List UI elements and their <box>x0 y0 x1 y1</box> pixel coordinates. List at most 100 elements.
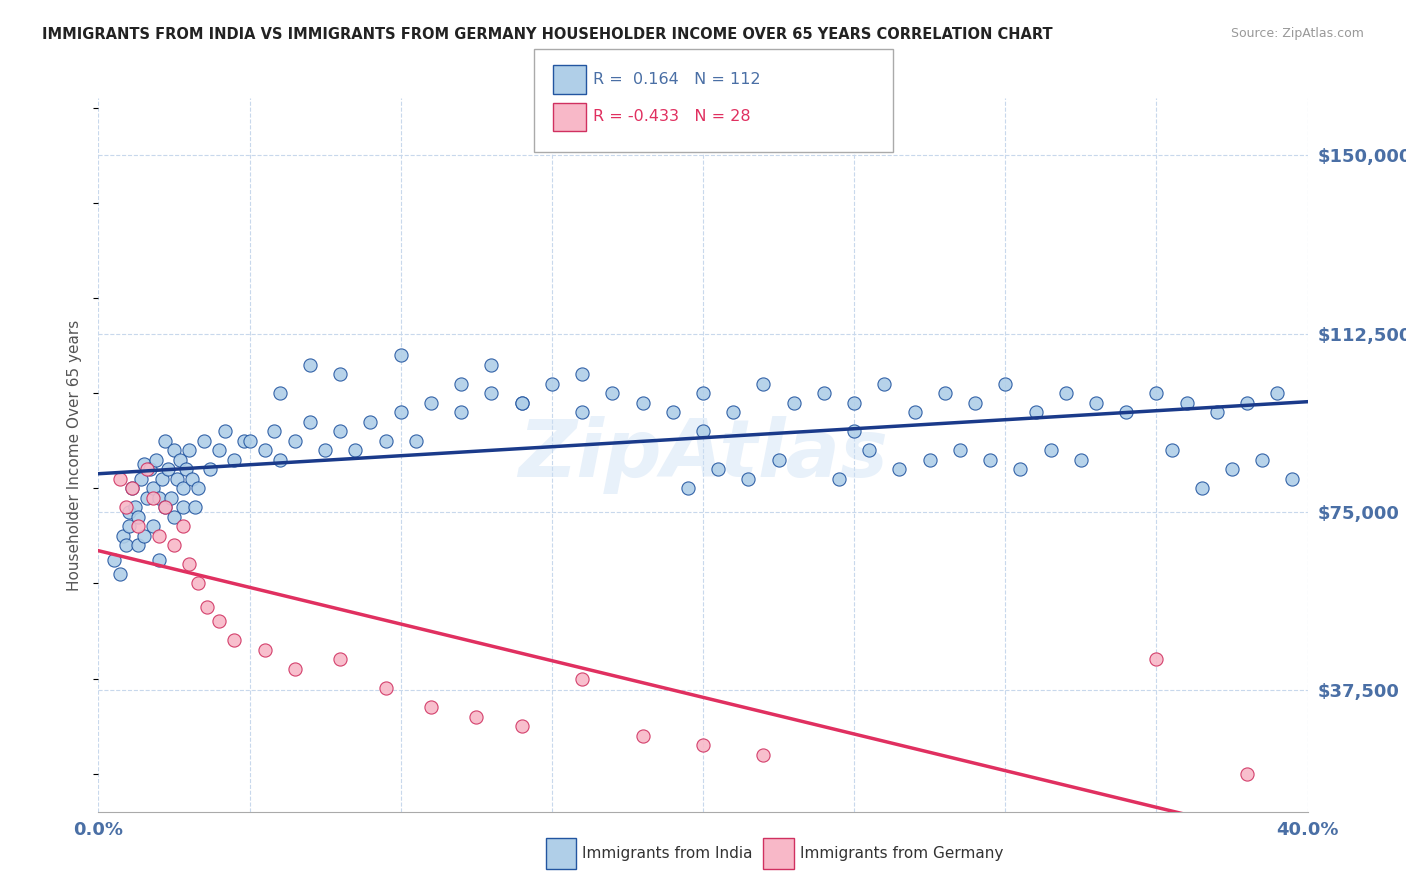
Point <box>121 481 143 495</box>
Point <box>329 652 352 666</box>
Point <box>405 434 427 448</box>
Point <box>135 491 157 505</box>
Point <box>127 509 149 524</box>
Point <box>844 395 866 409</box>
Text: Source: ZipAtlas.com: Source: ZipAtlas.com <box>1230 27 1364 40</box>
Point <box>299 358 322 372</box>
Point <box>208 443 231 458</box>
Text: Immigrants from Germany: Immigrants from Germany <box>800 847 1004 861</box>
Point <box>163 538 186 552</box>
Point <box>172 519 194 533</box>
Point <box>187 576 209 591</box>
Point <box>631 395 654 409</box>
Point <box>510 719 533 733</box>
Point <box>329 424 352 438</box>
Point <box>1115 405 1137 419</box>
Point <box>389 348 412 362</box>
Point <box>1251 452 1274 467</box>
Point <box>737 472 759 486</box>
Point <box>193 434 215 448</box>
Text: R = -0.433   N = 28: R = -0.433 N = 28 <box>593 110 751 124</box>
Point <box>692 386 714 401</box>
Point <box>208 615 231 629</box>
Point <box>481 358 503 372</box>
Point <box>374 434 396 448</box>
Point <box>284 434 307 448</box>
Point <box>723 405 745 419</box>
Point <box>360 415 382 429</box>
Text: ZipAtlas: ZipAtlas <box>517 416 889 494</box>
Point <box>662 405 685 419</box>
Point <box>1144 386 1167 401</box>
Point <box>1236 766 1258 780</box>
Point <box>121 481 143 495</box>
Point <box>1281 472 1303 486</box>
Point <box>994 376 1017 391</box>
Point <box>114 500 136 515</box>
Point <box>1070 452 1092 467</box>
Point <box>132 529 155 543</box>
Point <box>103 552 125 566</box>
Point <box>269 386 291 401</box>
Point <box>142 519 165 533</box>
Point <box>239 434 262 448</box>
Point <box>510 395 533 409</box>
Point <box>184 500 207 515</box>
Point <box>153 500 176 515</box>
Point <box>156 462 179 476</box>
Point <box>129 472 152 486</box>
Point <box>127 519 149 533</box>
Point <box>481 386 503 401</box>
Point <box>1054 386 1077 401</box>
Point <box>934 386 956 401</box>
Point <box>118 519 141 533</box>
Point <box>510 395 533 409</box>
Point <box>166 472 188 486</box>
Point <box>420 700 443 714</box>
Point <box>224 452 246 467</box>
Point <box>114 538 136 552</box>
Text: Immigrants from India: Immigrants from India <box>582 847 752 861</box>
Point <box>1267 386 1289 401</box>
Point <box>904 405 927 419</box>
Point <box>269 452 291 467</box>
Point <box>889 462 911 476</box>
Point <box>858 443 880 458</box>
Point <box>450 405 472 419</box>
Point <box>571 405 593 419</box>
Point <box>299 415 322 429</box>
Point <box>253 443 276 458</box>
Point <box>195 600 218 615</box>
Point <box>813 386 835 401</box>
Point <box>163 443 186 458</box>
Point <box>752 376 775 391</box>
Point <box>145 452 167 467</box>
Point <box>118 505 141 519</box>
Point <box>540 376 562 391</box>
Point <box>965 395 987 409</box>
Point <box>174 462 197 476</box>
Point <box>153 500 176 515</box>
Point <box>1024 405 1046 419</box>
Point <box>602 386 624 401</box>
Point <box>108 472 131 486</box>
Point <box>571 367 593 381</box>
Y-axis label: Householder Income Over 65 years: Householder Income Over 65 years <box>67 319 83 591</box>
Point <box>1010 462 1032 476</box>
Text: IMMIGRANTS FROM INDIA VS IMMIGRANTS FROM GERMANY HOUSEHOLDER INCOME OVER 65 YEAR: IMMIGRANTS FROM INDIA VS IMMIGRANTS FROM… <box>42 27 1053 42</box>
Point <box>1085 395 1108 409</box>
Point <box>108 566 131 581</box>
Point <box>263 424 285 438</box>
Point <box>1160 443 1182 458</box>
Point <box>692 738 714 752</box>
Point <box>111 529 134 543</box>
Point <box>232 434 254 448</box>
Point <box>253 643 276 657</box>
Point <box>828 472 851 486</box>
Point <box>172 481 194 495</box>
Point <box>571 672 593 686</box>
Point <box>181 472 204 486</box>
Point <box>135 462 157 476</box>
Point <box>153 434 176 448</box>
Point <box>918 452 941 467</box>
